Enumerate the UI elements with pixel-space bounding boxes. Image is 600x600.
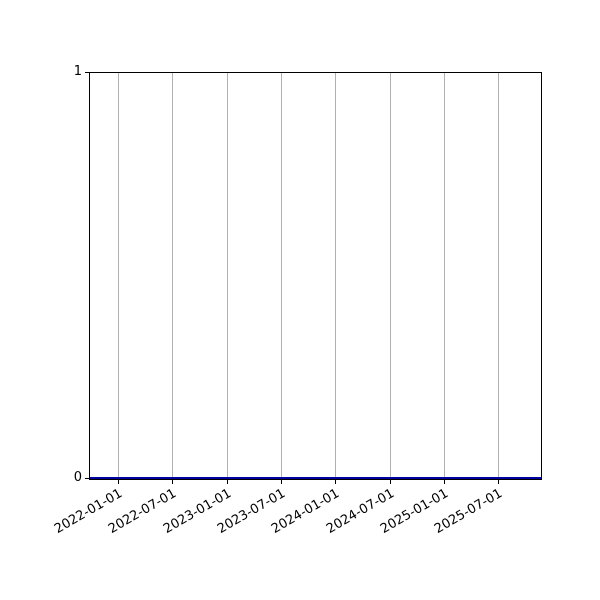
x-tick-mark	[335, 480, 337, 484]
x-tick-label: 2025-07-01	[432, 486, 506, 537]
x-tick-label: 2024-07-01	[323, 486, 397, 537]
gridline	[118, 73, 119, 479]
gridline	[280, 73, 282, 479]
y-tick-label: 1	[73, 64, 82, 79]
y-tick-label: 0	[73, 470, 82, 485]
x-tick-mark	[118, 480, 119, 484]
gridline	[389, 73, 391, 479]
x-tick-mark	[172, 480, 174, 484]
x-tick-mark	[389, 480, 391, 484]
y-tick-mark	[85, 72, 89, 73]
plot-area	[89, 72, 542, 480]
gridline	[226, 73, 228, 479]
x-tick-label: 2022-07-01	[106, 486, 180, 537]
x-tick-mark	[280, 480, 282, 484]
data-line-series	[90, 477, 541, 479]
x-tick-label: 2024-01-01	[269, 486, 343, 537]
x-tick-mark	[226, 480, 228, 484]
gridline	[335, 73, 337, 479]
x-tick-mark	[443, 480, 445, 484]
x-tick-mark	[498, 480, 500, 484]
y-tick-mark	[85, 478, 89, 479]
gridline	[172, 73, 174, 479]
gridline	[498, 73, 500, 479]
gridline	[443, 73, 445, 479]
